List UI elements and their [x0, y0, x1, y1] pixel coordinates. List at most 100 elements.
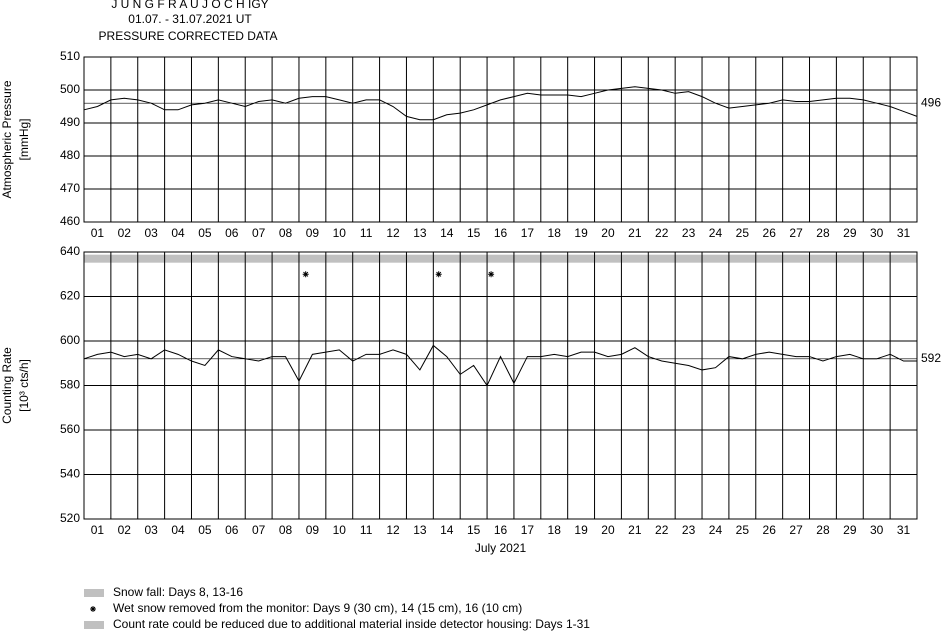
x-tick-label: 17: [521, 523, 535, 537]
x-tick-label: 14: [440, 523, 454, 537]
y-tick-label: 470: [60, 181, 80, 195]
legend-label: Wet snow removed from the monitor: Days …: [113, 601, 522, 615]
x-tick-label: 19: [574, 226, 588, 240]
legend-symbol: [90, 606, 96, 612]
y-tick-label: 580: [60, 378, 80, 392]
marker: [302, 271, 309, 278]
marker: [488, 271, 495, 278]
x-tick-label: 03: [144, 523, 158, 537]
x-tick-label: 08: [279, 226, 293, 240]
x-tick-label: 03: [144, 226, 158, 240]
reference-label: 592: [921, 351, 941, 365]
legend-label: Count rate could be reduced due to addit…: [113, 617, 590, 631]
x-tick-label: 13: [413, 226, 427, 240]
x-tick-label: 23: [682, 523, 696, 537]
x-tick-label: 05: [198, 523, 212, 537]
x-tick-label: 08: [279, 523, 293, 537]
y-axis-label: Atmospheric Pressure: [0, 80, 14, 198]
x-tick-label: 31: [897, 523, 911, 537]
x-tick-label: 06: [225, 523, 239, 537]
x-tick-label: 05: [198, 226, 212, 240]
x-tick-label: 28: [816, 523, 830, 537]
y-tick-label: 640: [60, 244, 80, 258]
y-axis-label: [mmHg]: [17, 119, 31, 161]
x-tick-label: 11: [360, 523, 373, 537]
y-tick-label: 540: [60, 467, 80, 481]
data-line: [83, 86, 918, 121]
x-tick-label: 09: [306, 226, 320, 240]
x-tick-label: 01: [91, 523, 105, 537]
x-tick-label: 17: [521, 226, 535, 240]
marker: [435, 271, 442, 278]
x-tick-label: 26: [763, 226, 777, 240]
x-tick-label: 16: [494, 523, 508, 537]
x-tick-label: 24: [709, 226, 723, 240]
x-tick-label: 23: [682, 226, 696, 240]
x-tick-label: 10: [333, 226, 347, 240]
y-tick-label: 620: [60, 289, 80, 303]
note: PRESSURE CORRECTED DATA: [99, 29, 278, 43]
x-tick-label: 01: [91, 226, 105, 240]
x-tick-label: 02: [118, 226, 132, 240]
data-line: [83, 344, 917, 387]
x-tick-label: 25: [736, 523, 750, 537]
y-axis-label: [10³ cts/h]: [17, 359, 31, 412]
y-tick-label: 460: [60, 214, 80, 228]
x-tick-label: 22: [655, 226, 669, 240]
shading-band: [84, 254, 917, 263]
x-tick-label: 19: [574, 523, 588, 537]
x-tick-label: 12: [386, 226, 400, 240]
x-tick-label: 14: [440, 226, 454, 240]
legend-swatch: [84, 621, 104, 629]
x-tick-label: 21: [628, 226, 642, 240]
y-tick-label: 520: [60, 511, 80, 525]
x-tick-label: 15: [467, 226, 481, 240]
x-tick-label: 18: [548, 226, 562, 240]
y-axis-label: Counting Rate: [0, 347, 14, 424]
x-tick-label: 25: [736, 226, 750, 240]
x-tick-label: 04: [171, 226, 185, 240]
y-tick-label: 560: [60, 422, 80, 436]
x-tick-label: 31: [897, 226, 911, 240]
x-tick-label: 21: [628, 523, 642, 537]
x-tick-label: 04: [171, 523, 185, 537]
x-tick-label: 22: [655, 523, 669, 537]
x-tick-label: 16: [494, 226, 508, 240]
x-tick-label: 10: [333, 523, 347, 537]
x-tick-label: 07: [252, 226, 266, 240]
y-tick-label: 480: [60, 148, 80, 162]
x-tick-label: 20: [601, 523, 615, 537]
x-tick-label: 28: [816, 226, 830, 240]
x-tick-label: 18: [548, 523, 562, 537]
x-tick-label: 07: [252, 523, 266, 537]
x-tick-label: 15: [467, 523, 481, 537]
x-tick-label: 11: [360, 226, 373, 240]
x-tick-label: 27: [789, 226, 803, 240]
x-tick-label: 20: [601, 226, 615, 240]
x-tick-label: 12: [386, 523, 400, 537]
x-tick-label: 06: [225, 226, 239, 240]
legend-swatch: [84, 589, 104, 597]
x-tick-label: 13: [413, 523, 427, 537]
legend-label: Snow fall: Days 8, 13-16: [113, 585, 243, 599]
y-tick-label: 510: [60, 49, 80, 63]
x-tick-label: 24: [709, 523, 723, 537]
x-tick-label: 30: [870, 226, 884, 240]
x-tick-label: 26: [763, 523, 777, 537]
plot-frame: [83, 251, 918, 520]
x-tick-label: 29: [843, 226, 857, 240]
x-tick-label: 27: [789, 523, 803, 537]
plot-frame: [83, 56, 918, 223]
x-tick-label: 29: [843, 523, 857, 537]
y-tick-label: 600: [60, 333, 80, 347]
y-tick-label: 490: [60, 115, 80, 129]
x-tick-label: 02: [118, 523, 132, 537]
reference-label: 496: [921, 95, 941, 109]
title: J U N G F R A U J O C H IGY: [111, 0, 268, 11]
x-tick-label: 30: [870, 523, 884, 537]
x-axis-label: July 2021: [475, 541, 527, 555]
subtitle: 01.07. - 31.07.2021 UT: [128, 12, 252, 26]
x-tick-label: 09: [306, 523, 320, 537]
y-tick-label: 500: [60, 82, 80, 96]
